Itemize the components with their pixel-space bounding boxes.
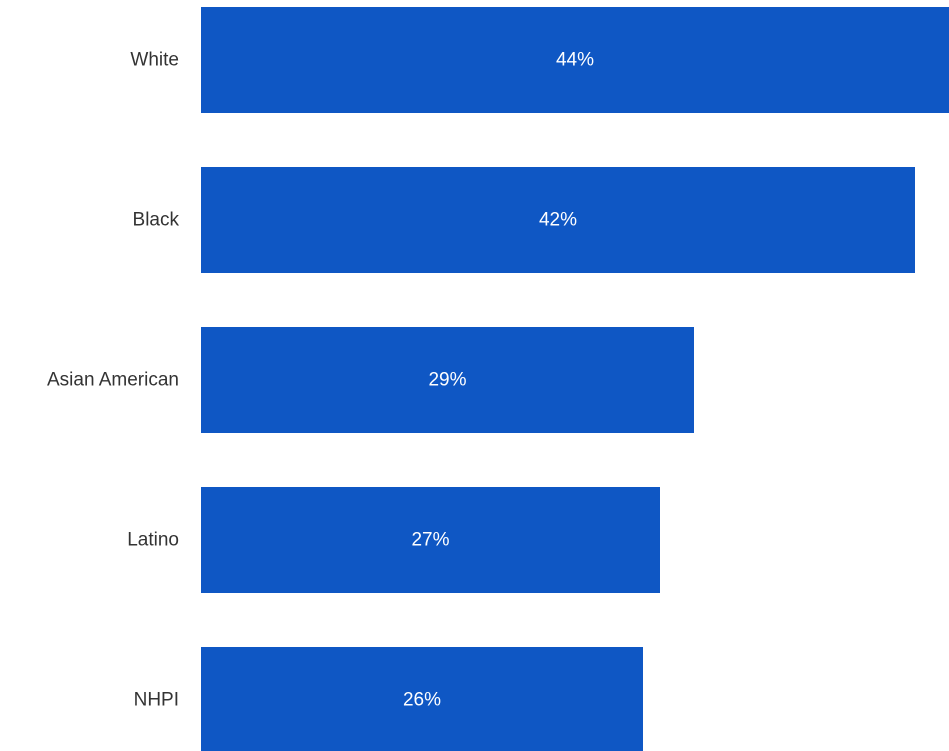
bar-asian-american — [201, 327, 694, 433]
category-label: White — [130, 50, 179, 71]
category-label: Asian American — [47, 370, 179, 391]
value-label: 29% — [428, 370, 466, 391]
value-label: 44% — [556, 50, 594, 71]
value-label: 42% — [539, 210, 577, 231]
bar-black — [201, 167, 915, 273]
bars — [201, 7, 949, 751]
value-labels: 44% 42% 29% 27% 26% — [403, 50, 594, 711]
category-label: Latino — [127, 530, 179, 551]
bar-nhpi — [201, 647, 643, 751]
bar-latino — [201, 487, 660, 593]
bar-white — [201, 7, 949, 113]
value-label: 26% — [403, 690, 441, 711]
value-label: 27% — [411, 530, 449, 551]
category-label: Black — [133, 210, 180, 231]
category-labels: White Black Asian American Latino NHPI — [47, 50, 180, 711]
category-label: NHPI — [134, 690, 179, 711]
